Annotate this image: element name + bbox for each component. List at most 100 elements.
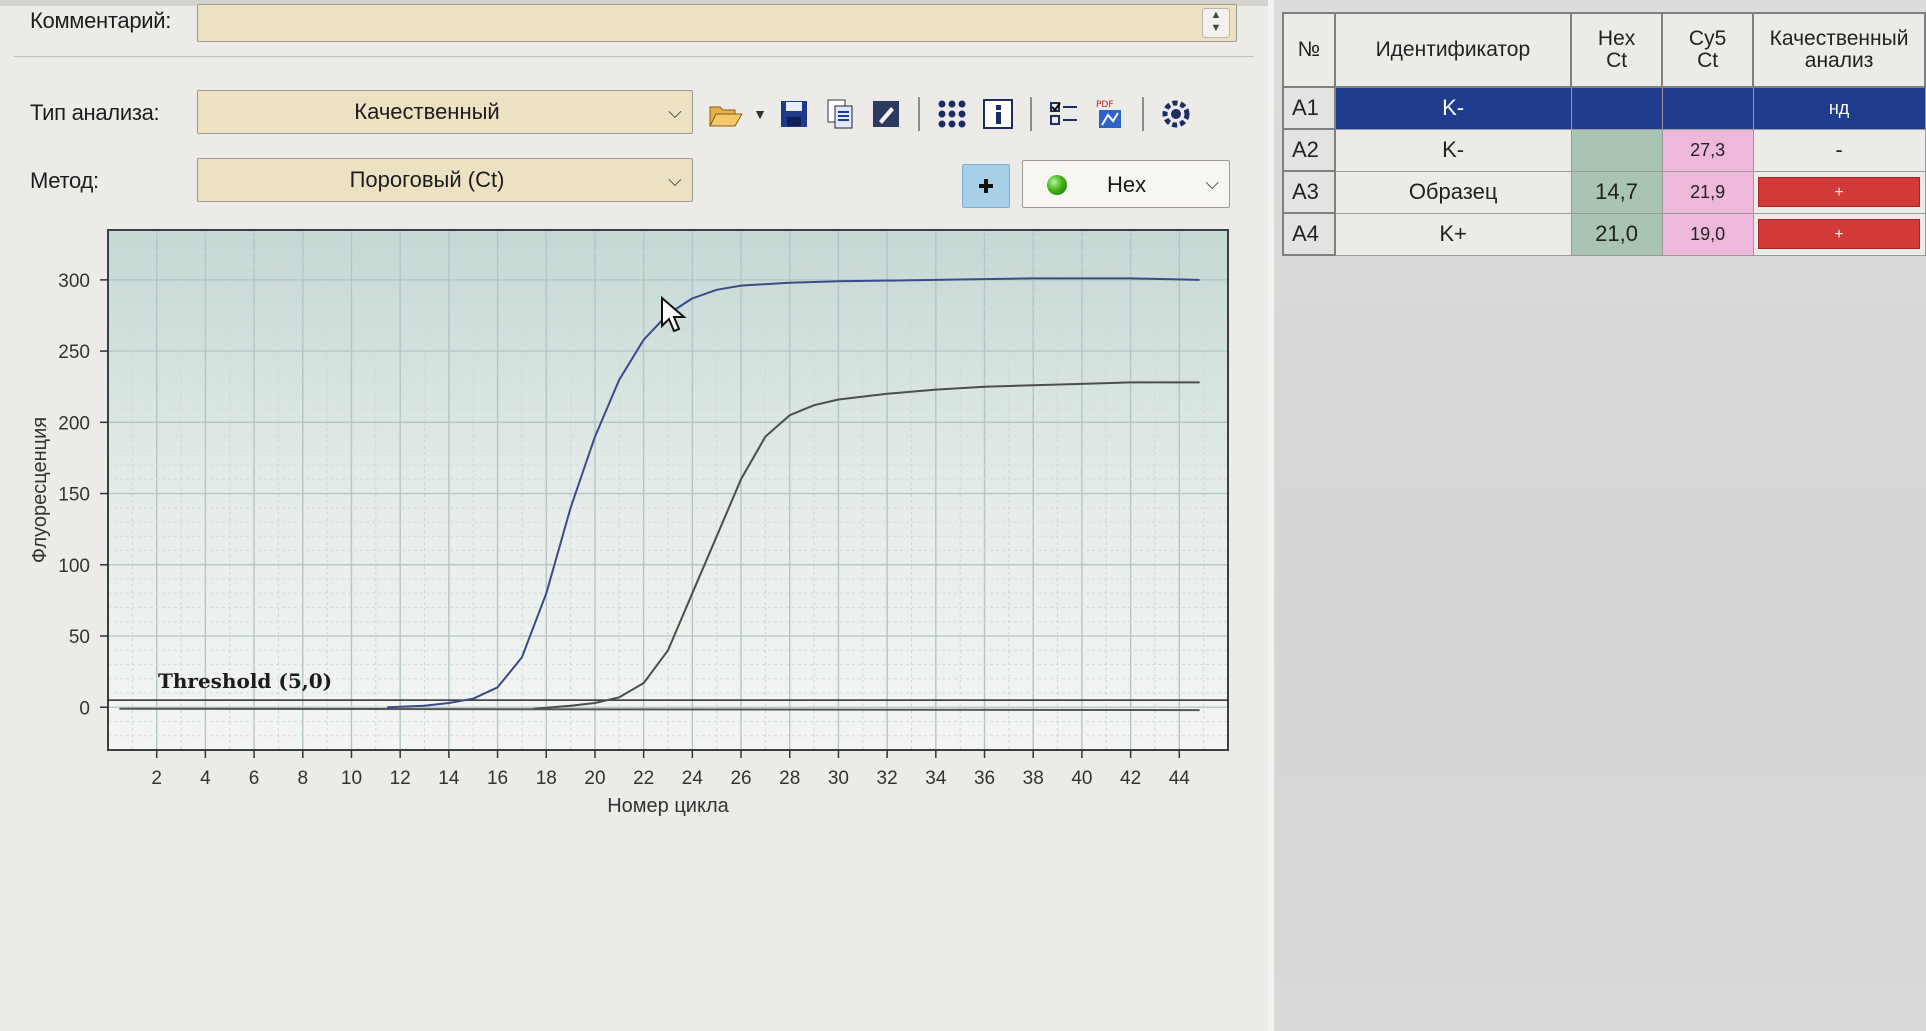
analysis-type-select[interactable]: Качественный ⌵ [197,90,693,134]
x-tick-label: 28 [779,768,800,789]
open-folder-icon[interactable] [706,94,746,134]
hex-ct-cell[interactable] [1570,128,1663,172]
x-tick-label: 22 [633,768,654,789]
series-line-3 [119,707,1200,712]
channel-color-dot [1047,175,1067,195]
y-tick-label: 0 [79,698,90,719]
y-axis-title: Флуоресценция [29,417,51,563]
x-tick-label: 6 [249,768,260,789]
analysis-type-value: Качественный [354,99,500,124]
y-tick-label: 200 [58,413,90,434]
checklist-icon[interactable] [1044,94,1084,134]
positive-result-badge: + [1758,219,1921,249]
svg-text:PDF: PDF [1096,100,1114,110]
qualitative-header-text: Качественный анализ [1769,27,1909,72]
comment-spinner[interactable]: ▲ ▼ [1202,8,1230,38]
x-tick-label: 10 [341,768,362,789]
cy5-ct-cell[interactable]: 21,9 [1661,170,1754,214]
identifier-cell[interactable]: Образец [1334,170,1572,214]
x-tick-label: 40 [1071,768,1092,789]
well-cell[interactable]: A4 [1282,212,1336,256]
x-tick-label: 30 [828,768,849,789]
col-header-cy5-ct[interactable]: Cy5 Ct [1661,12,1755,88]
method-label: Метод: [30,168,99,193]
amplification-chart: 0 50 100 150 200 250 300 2 4 6 8 10 12 14 16 18 20 22 24 26… [0,220,1268,1031]
chevron-down-icon: ⌵ [1205,173,1219,193]
qualitative-cell[interactable]: нд [1752,86,1926,130]
edit-icon[interactable] [866,94,906,134]
identifier-cell[interactable]: K+ [1334,212,1572,256]
y-tick-label: 100 [58,556,90,577]
col-header-hex-ct[interactable]: Hex Ct [1570,12,1664,88]
method-select[interactable]: Пороговый (Ct) ⌵ [197,158,693,202]
col-header-identifier[interactable]: Идентификатор [1333,12,1573,88]
x-tick-label: 2 [151,768,162,789]
save-icon[interactable] [774,94,814,134]
table-row[interactable]: A1 K-нд [1282,86,1926,130]
positive-result-badge: + [1758,177,1921,207]
copy-icon[interactable] [820,94,860,134]
col-header-qualitative[interactable]: Качественный анализ [1752,12,1926,88]
y-tick-label: 50 [69,627,90,648]
left-panel: Комментарий: ▲ ▼ Тип анализа: Качественны… [0,0,1268,1031]
toolbar: ▼ PDF [706,92,1196,136]
hex-ct-cell[interactable] [1570,86,1663,130]
analysis-type-label: Тип анализа: [30,100,160,125]
x-tick-label: 26 [730,768,751,789]
cy5-ct-cell[interactable]: 27,3 [1661,128,1754,172]
table-row[interactable]: A3 Образец 14,7 21,9 + [1282,170,1926,214]
results-panel: № Идентификатор Hex Ct Cy5 Ct Качественный… [1268,0,1926,1031]
hex-ct-header-text: Hex Ct [1597,27,1636,72]
comment-field[interactable]: ▲ ▼ [197,4,1237,42]
well-cell[interactable]: A1 [1282,86,1336,130]
x-axis-title: Номер цикла [607,795,729,817]
x-tick-label: 20 [584,768,605,789]
x-tick-label: 12 [390,768,411,789]
x-tick-label: 32 [877,768,898,789]
x-tick-label: 38 [1023,768,1044,789]
x-tick-label: 24 [682,768,704,789]
y-tick-label: 150 [58,485,90,506]
settings-icon[interactable] [1156,94,1196,134]
x-tick-label: 36 [974,768,995,789]
table-row[interactable]: A4 K+ 21,0 19,0 + [1282,212,1926,256]
x-tick-label: 16 [487,768,508,789]
report-icon[interactable]: PDF [1090,94,1130,134]
threshold-label: Threshold (5,0) [158,669,332,693]
caret-down-icon[interactable]: ▼ [753,106,767,122]
cy5-ct-cell[interactable]: 19,0 [1661,212,1754,256]
qualitative-cell[interactable]: + [1752,212,1926,256]
table-row[interactable]: A2 K- 27,3- [1282,128,1926,172]
y-tick-label: 250 [58,342,90,363]
qualitative-cell[interactable]: + [1752,170,1926,214]
hex-ct-cell[interactable]: 21,0 [1570,212,1663,256]
well-cell[interactable]: A3 [1282,170,1336,214]
identifier-cell[interactable]: K- [1334,86,1572,130]
plot-frame [107,229,1229,751]
qualitative-cell[interactable]: - [1752,128,1926,172]
grid-icon[interactable] [932,94,972,134]
x-tick-label: 42 [1120,768,1141,789]
info-icon[interactable] [978,94,1018,134]
method-value: Пороговый (Ct) [349,167,505,192]
y-tick-label: 300 [58,271,90,292]
x-tick-label: 44 [1169,768,1191,789]
chevron-down-icon: ⌵ [668,170,682,190]
comment-label: Комментарий: [30,8,172,33]
series-line-1 [387,277,1200,709]
series-line-2 [533,381,1200,710]
chevron-down-icon: ⌵ [668,102,682,122]
hex-ct-cell[interactable]: 14,7 [1570,170,1663,214]
mouse-cursor-icon [661,296,687,333]
cy5-ct-cell[interactable] [1661,86,1754,130]
results-table: № Идентификатор Hex Ct Cy5 Ct Качественный… [1282,12,1926,256]
x-tick-label: 14 [438,768,460,789]
cy5-ct-header-text: Cy5 Ct [1688,27,1727,72]
well-cell[interactable]: A2 [1282,128,1336,172]
identifier-cell[interactable]: K- [1334,128,1572,172]
x-tick-label: 18 [536,768,557,789]
col-header-num[interactable]: № [1282,12,1336,88]
channel-select[interactable]: Hex ⌵ [1022,160,1230,208]
marker-toggle-button[interactable] [962,164,1010,208]
